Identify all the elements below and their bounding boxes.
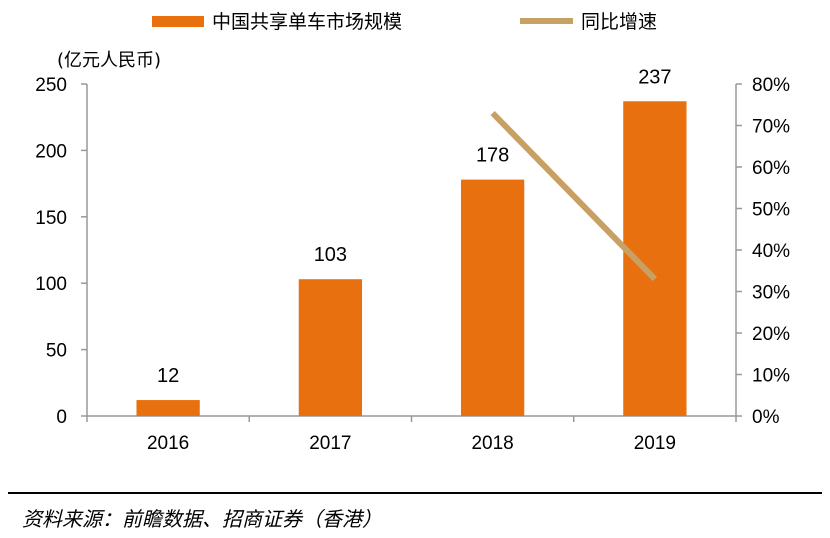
- right-axis-ticks: 0% 10% 20% 30% 40% 50% 60% 70% 80%: [736, 75, 790, 428]
- bar-series: [136, 101, 687, 416]
- left-tick-label: 0: [56, 407, 67, 428]
- bar: [460, 179, 525, 416]
- source-divider: [8, 492, 822, 494]
- x-tick-label: 2019: [634, 433, 676, 454]
- left-tick-label: 100: [35, 274, 67, 295]
- bar: [298, 279, 363, 416]
- legend: 中国共享单车市场规模 同比增速: [152, 11, 657, 33]
- left-tick-label: 150: [35, 208, 67, 229]
- right-tick-label: 80%: [752, 75, 790, 96]
- left-axis-ticks: 0 50 100 150 200 250: [35, 75, 87, 428]
- bar: [136, 400, 200, 416]
- right-tick-label: 10%: [752, 366, 790, 387]
- bar-data-label: 237: [638, 66, 671, 88]
- right-tick-label: 50%: [752, 200, 790, 221]
- right-tick-label: 70%: [752, 117, 790, 138]
- bar-data-label: 12: [157, 365, 179, 387]
- right-tick-label: 20%: [752, 324, 790, 345]
- x-tick-label: 2018: [471, 433, 513, 454]
- growth-line-series: [490, 110, 658, 282]
- source-note: 资料来源：前瞻数据、招商证券（香港）: [22, 507, 382, 531]
- x-axis-ticks: 2016 2017 2018 2019: [86, 416, 737, 454]
- legend-label-bar: 中国共享单车市场规模: [212, 11, 402, 33]
- right-tick-label: 30%: [752, 283, 790, 304]
- growth-line: [490, 110, 658, 282]
- legend-label-line: 同比增速: [581, 11, 657, 33]
- left-tick-label: 200: [35, 141, 67, 162]
- left-tick-label: 50: [46, 341, 67, 362]
- x-tick-label: 2016: [147, 433, 189, 454]
- legend-swatch-bar: [152, 16, 204, 27]
- right-tick-label: 40%: [752, 241, 790, 262]
- bar-data-label: 103: [314, 244, 347, 266]
- y-axis-unit-label: (亿元人民币): [57, 50, 161, 71]
- right-tick-label: 60%: [752, 158, 790, 179]
- bar-data-labels: 12 103 178 237: [157, 66, 672, 387]
- right-tick-label: 0%: [752, 407, 780, 428]
- bar-data-label: 178: [476, 145, 509, 167]
- left-tick-label: 250: [35, 75, 67, 96]
- x-tick-label: 2017: [309, 433, 351, 454]
